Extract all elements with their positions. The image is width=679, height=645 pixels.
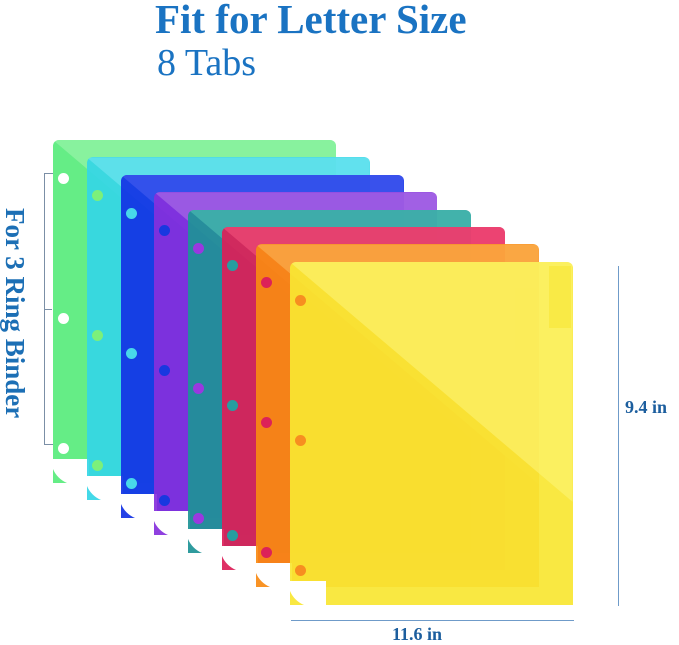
binder-hole xyxy=(58,173,69,184)
binder-bracket-mid xyxy=(44,309,52,310)
binder-hole xyxy=(159,365,171,377)
binder-hole xyxy=(227,260,238,271)
binder-hole xyxy=(91,190,103,202)
binder-hole xyxy=(58,313,69,324)
binder-hole xyxy=(193,382,205,394)
binder-hole xyxy=(260,417,272,429)
binder-hole xyxy=(260,547,272,559)
binder-hole xyxy=(91,330,103,342)
binder-hole xyxy=(91,460,103,472)
width-dimension-line xyxy=(291,620,574,621)
binder-hole xyxy=(159,225,171,237)
width-dimension-label: 11.6 in xyxy=(392,624,443,644)
binder-hole xyxy=(193,242,205,254)
binder-hole xyxy=(125,347,137,359)
title: Fit for Letter Size xyxy=(155,0,467,42)
index-tab-yellow xyxy=(548,266,571,328)
binder-hole xyxy=(227,400,238,411)
binder-hole xyxy=(294,294,306,306)
binder-hole xyxy=(260,277,272,289)
binder-hole xyxy=(227,530,238,541)
binder-hole xyxy=(159,495,171,507)
binder-hole xyxy=(125,477,137,489)
side-label: For 3 Ring Binder xyxy=(0,208,30,419)
height-dimension-label: 9.4 in xyxy=(625,397,668,417)
binder-hole xyxy=(193,512,205,524)
height-dimension-line xyxy=(618,266,619,606)
binder-hole xyxy=(294,564,306,576)
divider-sheet-yellow xyxy=(289,261,573,605)
binder-hole xyxy=(294,434,306,446)
subtitle: 8 Tabs xyxy=(157,42,257,84)
binder-hole xyxy=(58,443,69,454)
binder-hole xyxy=(125,207,137,219)
bottom-notch xyxy=(188,528,225,553)
